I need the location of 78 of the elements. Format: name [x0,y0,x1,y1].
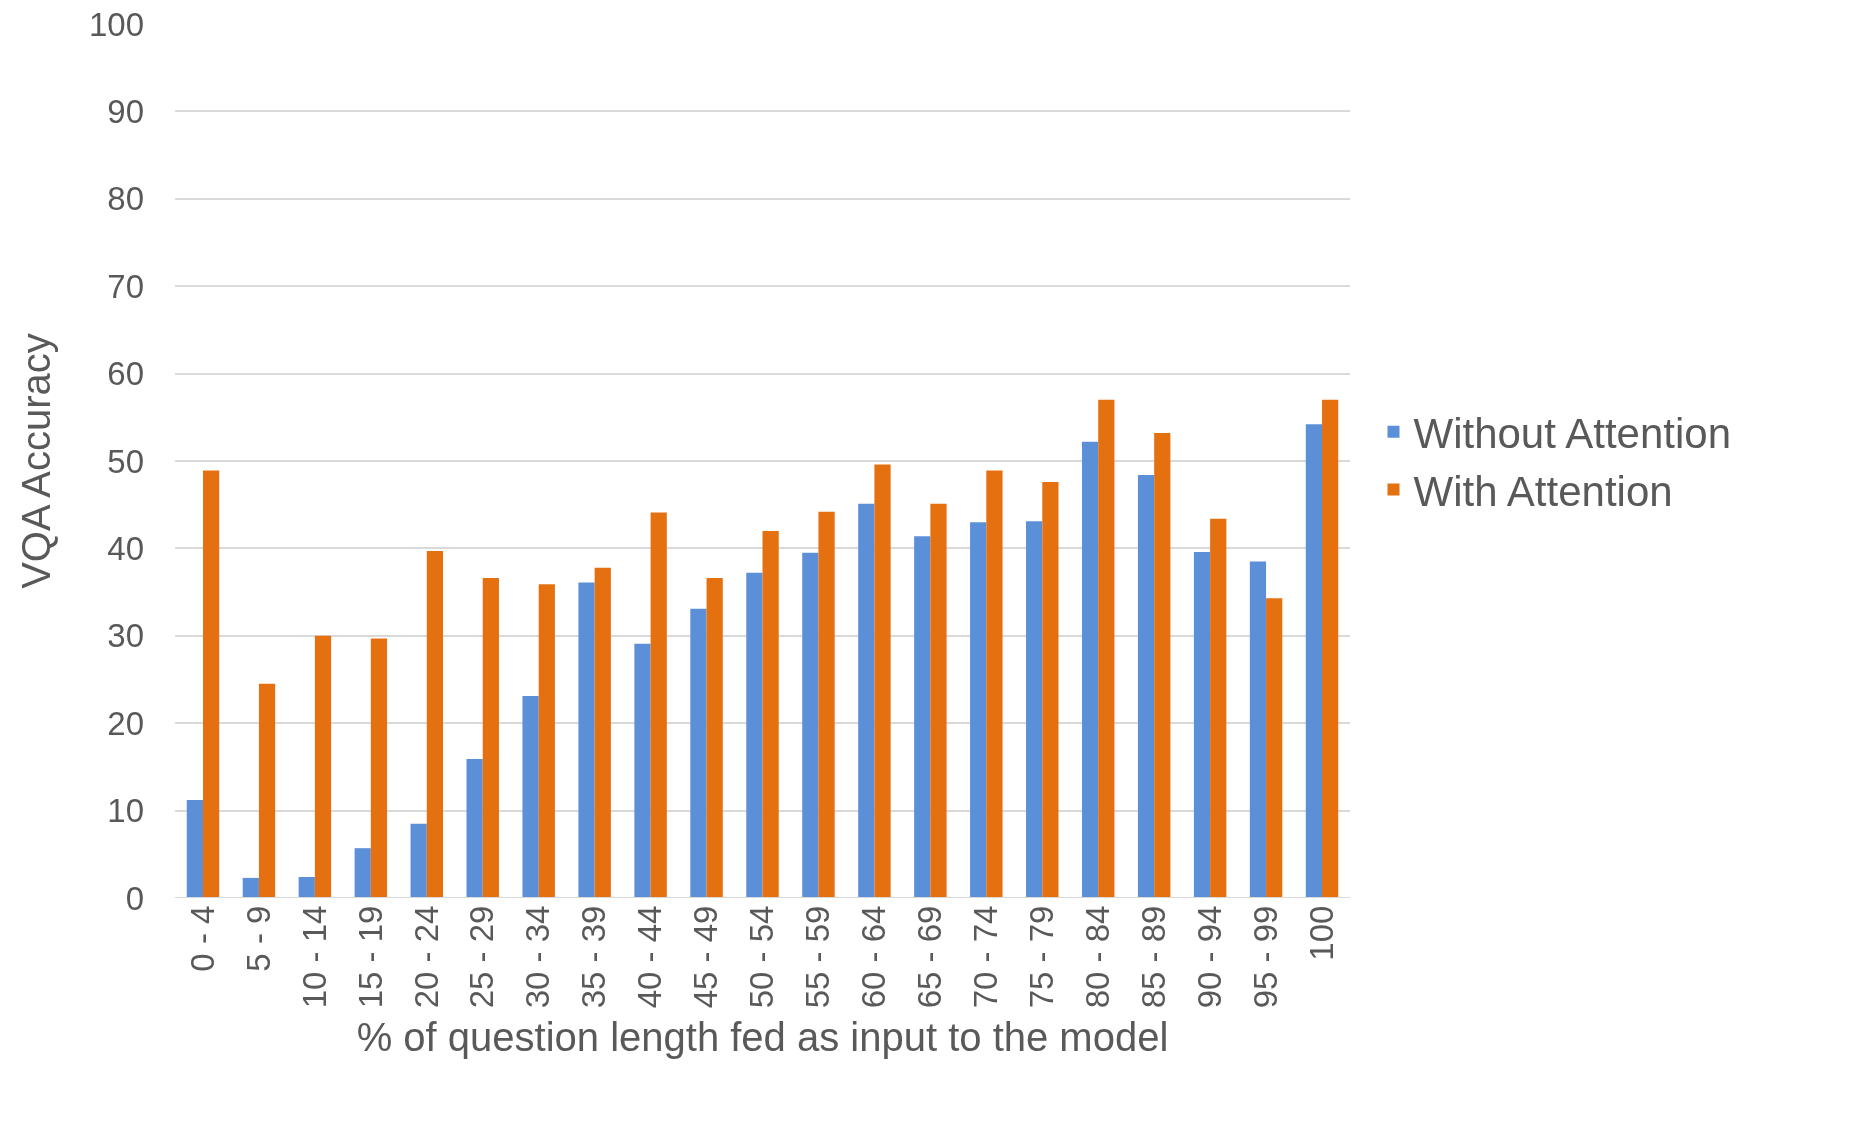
bar [242,877,259,898]
legend-label: Without Attention [1413,410,1732,458]
bar [858,503,875,898]
x-tick-label: 95 - 99 [1246,905,1284,1009]
x-tick-label: 10 - 14 [295,905,333,1009]
x-tick-label: 40 - 44 [631,905,669,1009]
bar [706,578,723,898]
x-tick-label: 85 - 89 [1134,905,1172,1009]
y-tick-label: 90 [107,92,144,130]
bar [186,800,203,898]
bar [1266,598,1283,898]
bar [370,638,388,898]
bar [314,635,332,898]
y-tick-label: 30 [107,617,144,655]
y-tick-label: 100 [88,5,144,43]
x-tick-label: 35 - 39 [575,905,613,1009]
bar [1026,521,1043,898]
x-tick-label: 55 - 59 [799,905,837,1009]
x-tick-label: 75 - 79 [1022,905,1060,1009]
x-tick-label: 45 - 49 [687,905,725,1009]
bar [258,683,276,898]
y-tick-label: 20 [107,704,144,742]
x-tick-label: 70 - 74 [967,905,1005,1009]
bar [1210,518,1227,898]
bar [410,823,427,898]
bar [1322,399,1339,898]
x-tick-label: 15 - 19 [351,905,389,1009]
x-tick-label: 60 - 64 [855,905,893,1009]
y-tick-label: 0 [125,879,144,917]
bar [298,877,315,898]
x-tick-label: 30 - 34 [519,905,557,1009]
bar [578,582,595,898]
bar [986,470,1003,898]
bar [466,759,483,898]
bar [482,578,499,898]
y-tick-label: 10 [107,792,144,830]
bar [874,464,891,898]
bar [650,512,667,898]
y-tick-label: 50 [107,442,144,480]
bar [914,536,931,898]
bar [762,530,779,898]
x-tick-label: 5 - 9 [239,905,277,972]
x-axis-title: % of question length fed as input to the model [356,1014,1169,1059]
x-tick-label: 65 - 69 [911,905,949,1009]
bar [1193,551,1211,898]
bar [522,696,539,898]
bar [930,503,947,898]
legend-label: With Attention [1413,467,1673,515]
bar [1098,399,1115,898]
bar [1154,433,1171,898]
bar [634,643,651,898]
bar [202,470,220,898]
y-tick-label: 80 [107,180,144,218]
bar [802,552,819,898]
x-tick-label: 0 - 4 [183,905,221,972]
x-tick-label: 100 [1302,905,1340,961]
bar [1042,481,1059,898]
bar [1305,424,1323,898]
y-axis-title: VQA Accuracy [14,333,59,589]
x-tick-label: 20 - 24 [407,905,445,1009]
bar [746,572,763,898]
x-tick-label: 50 - 54 [743,905,781,1009]
y-tick-label: 70 [107,267,144,305]
bar [818,511,835,898]
y-tick-label: 60 [107,355,144,393]
bar [426,551,444,898]
bar [690,608,707,898]
bar [594,567,611,898]
bar [1249,561,1267,898]
bar [970,522,987,898]
x-tick-label: 90 - 94 [1190,905,1228,1009]
bar [1081,441,1099,898]
bar [1137,474,1155,898]
x-tick-label: 80 - 84 [1078,905,1116,1009]
bar [354,848,371,898]
y-tick-label: 40 [107,529,144,567]
x-tick-label: 25 - 29 [463,905,501,1009]
bar [538,584,555,898]
